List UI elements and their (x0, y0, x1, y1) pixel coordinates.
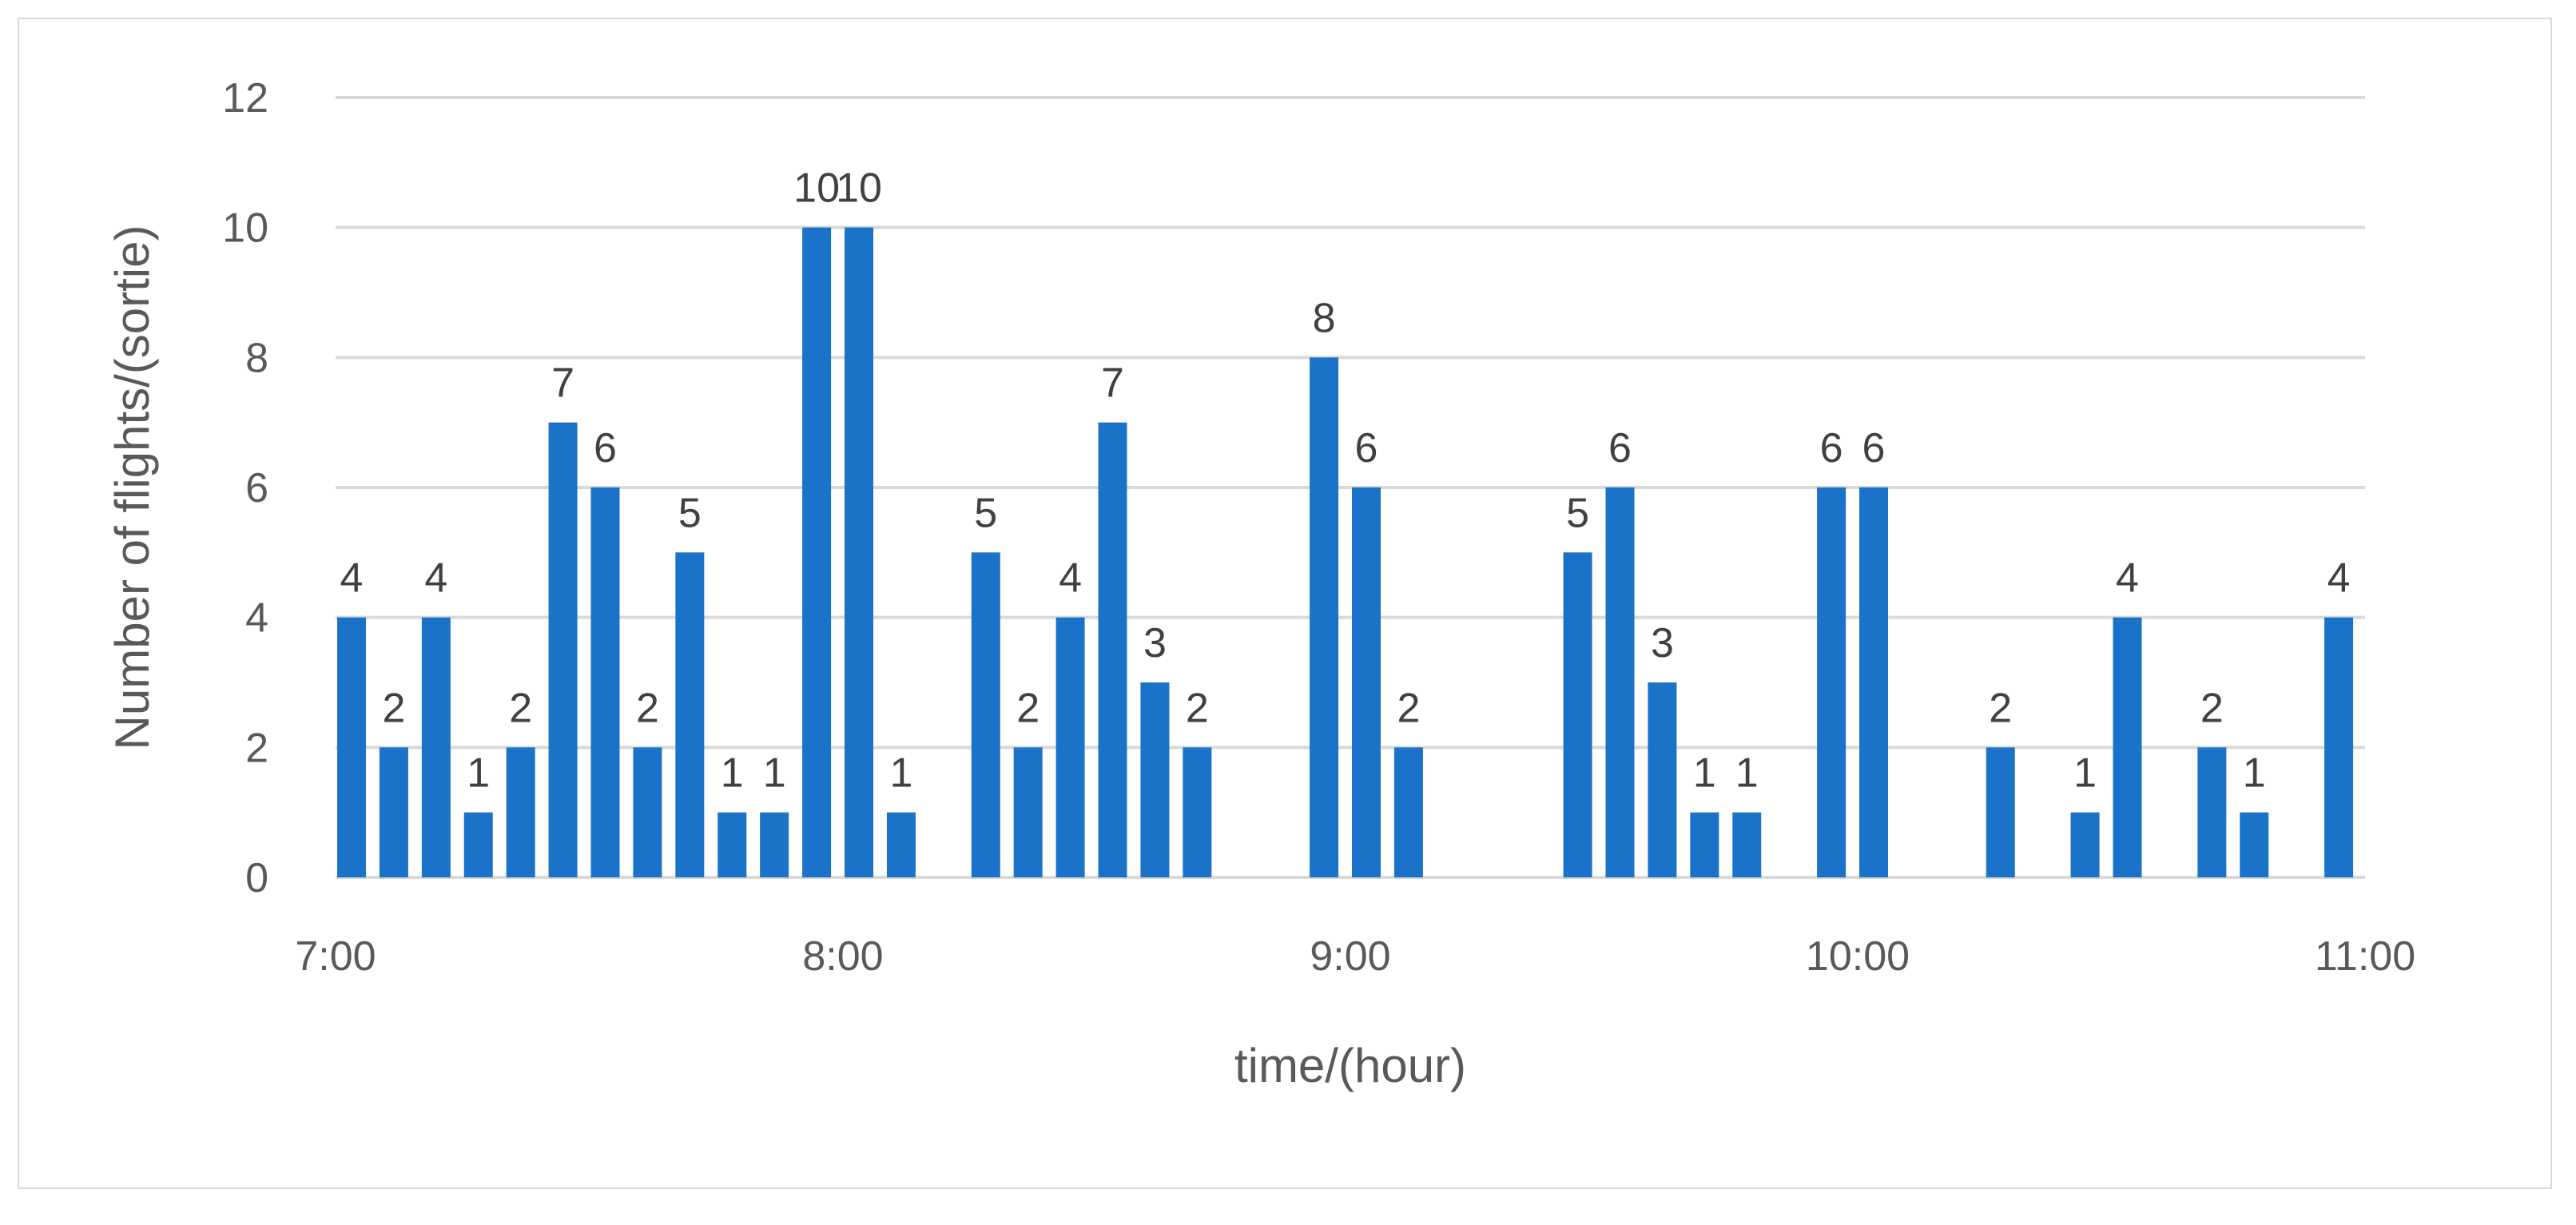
x-axis-ticks: 7:00 8:00 9:00 10:00 11:00 (295, 933, 2415, 980)
bar (1055, 617, 1085, 877)
bar (548, 422, 578, 877)
bars (337, 227, 2354, 878)
data-label: 3 (1651, 620, 1674, 666)
data-label: 1 (467, 750, 490, 797)
data-label: 2 (509, 685, 532, 731)
bar (1859, 487, 1888, 877)
bar (1183, 747, 1212, 877)
bar (1013, 747, 1043, 877)
data-label: 5 (678, 490, 702, 536)
bar (506, 747, 535, 877)
bar (590, 487, 620, 877)
bar (421, 617, 451, 877)
gridlines (336, 96, 2365, 879)
data-label: 10 (836, 165, 882, 212)
bar (845, 227, 873, 878)
data-label: 4 (2328, 555, 2351, 602)
y-axis-ticks: 0 2 4 6 8 10 12 (222, 75, 268, 901)
bar (379, 747, 408, 877)
x-tick-label: 7:00 (295, 933, 376, 980)
y-tick-label: 10 (222, 205, 268, 252)
bar (2113, 617, 2142, 877)
data-label: 6 (1862, 425, 1886, 471)
data-label: 2 (382, 685, 405, 731)
bar (2197, 747, 2227, 877)
data-label: 1 (763, 750, 786, 797)
bar (1817, 487, 1847, 877)
bar (1393, 747, 1423, 877)
bar (802, 227, 832, 878)
data-label: 1 (2243, 750, 2266, 797)
data-label: 1 (2073, 750, 2097, 797)
data-label: 1 (1735, 750, 1759, 797)
data-label: 4 (340, 555, 364, 602)
bar (1310, 357, 1339, 877)
data-label: 1 (721, 750, 744, 797)
bar (675, 552, 705, 877)
data-label: 2 (1186, 685, 1209, 731)
y-tick-label: 0 (245, 855, 268, 901)
bar (886, 812, 916, 877)
bar (1690, 812, 1719, 877)
data-label: 4 (2116, 555, 2139, 602)
y-tick-label: 12 (222, 75, 268, 121)
data-label: 10 (793, 165, 840, 212)
bar (1352, 487, 1381, 877)
data-label: 2 (2200, 685, 2224, 731)
data-label: 5 (974, 490, 997, 536)
data-label: 3 (1143, 620, 1167, 666)
bar (2324, 617, 2354, 877)
chart-frame: 4 2 4 1 2 7 6 2 5 1 1 10 10 1 5 2 4 7 3 2 8 6 2 5 6 3 1 1 6 6 2 1 4 2 1 4 0… (18, 18, 2552, 1189)
data-label: 2 (1989, 685, 2012, 731)
data-label: 1 (889, 750, 912, 797)
bar (1563, 552, 1592, 877)
data-label: 6 (1608, 425, 1632, 471)
x-tick-label: 10:00 (1806, 933, 1910, 980)
bar (337, 617, 366, 877)
bar (2240, 812, 2269, 877)
bar (1098, 422, 1127, 877)
y-tick-label: 8 (245, 335, 268, 381)
x-tick-label: 11:00 (2315, 933, 2415, 980)
data-label: 4 (1059, 555, 1082, 602)
x-tick-label: 8:00 (802, 933, 883, 980)
bar (463, 812, 493, 877)
bar (1986, 747, 2015, 877)
data-label: 2 (636, 685, 659, 731)
data-label: 1 (1693, 750, 1716, 797)
x-tick-label: 9:00 (1310, 933, 1390, 980)
bar (971, 552, 1000, 877)
data-label: 2 (1016, 685, 1040, 731)
y-tick-label: 6 (245, 465, 268, 511)
data-label: 8 (1313, 295, 1336, 341)
bar (718, 812, 747, 877)
bar (1732, 812, 1762, 877)
bar (1605, 487, 1635, 877)
y-tick-label: 4 (245, 595, 268, 642)
data-label: 4 (424, 555, 447, 602)
data-label: 6 (1820, 425, 1843, 471)
bar (2070, 812, 2100, 877)
bar (760, 812, 789, 877)
y-tick-label: 2 (245, 725, 268, 771)
data-label: 5 (1566, 490, 1589, 536)
x-axis-title: time/(hour) (1234, 1039, 1466, 1092)
y-axis-title: Number of flights/(sortie) (105, 225, 159, 750)
data-label: 2 (1397, 685, 1420, 731)
bar (633, 747, 662, 877)
data-label: 6 (594, 425, 617, 471)
data-label: 7 (551, 360, 574, 407)
data-label: 6 (1355, 425, 1378, 471)
bar (1140, 682, 1170, 877)
data-label: 7 (1101, 360, 1124, 407)
bar (1648, 682, 1677, 877)
